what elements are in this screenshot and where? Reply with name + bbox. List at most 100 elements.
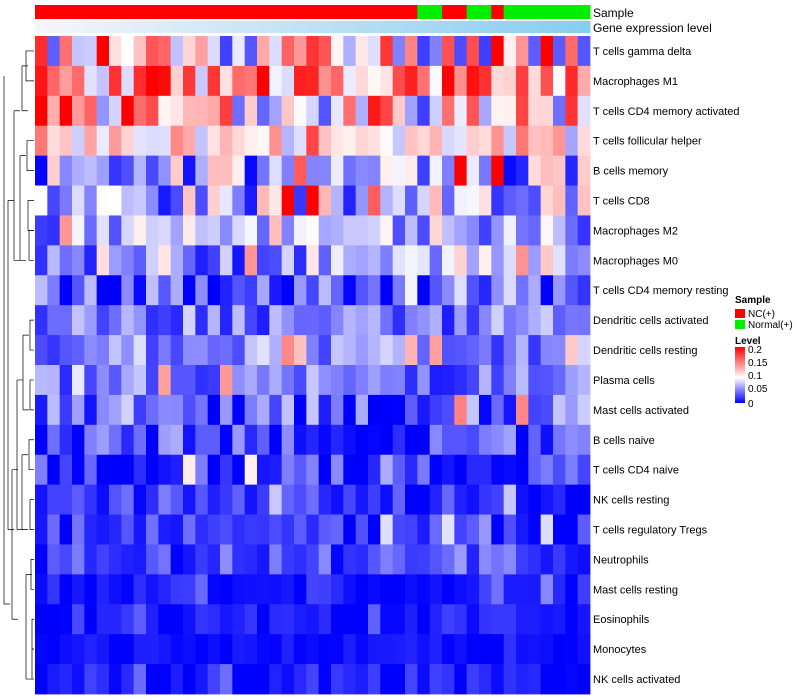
dendrogram-link [8, 200, 14, 530]
heatmap-cell [183, 245, 196, 276]
heatmap-cell [528, 544, 542, 575]
heatmap-cell [540, 125, 554, 157]
heatmap-cell [35, 305, 48, 336]
heatmap-cell [491, 215, 505, 246]
heatmap-cell [294, 125, 307, 157]
heatmap-cell [392, 125, 406, 157]
sample-annotation-track [35, 5, 591, 19]
heatmap-cell [355, 335, 369, 366]
heatmap-cell [479, 125, 492, 157]
heatmap-cell [392, 634, 406, 665]
heatmap-cell [72, 634, 85, 665]
heatmap-cell [429, 544, 443, 575]
heatmap-cell [355, 245, 369, 276]
heatmap-cell [183, 125, 196, 157]
sample-cell-41 [540, 5, 554, 19]
heatmap-cell [577, 544, 591, 575]
heatmap-cell [503, 484, 517, 515]
heatmap-cell [47, 365, 61, 396]
heatmap-cell [35, 394, 48, 426]
heatmap-cell [47, 305, 61, 336]
heatmap-cell [96, 275, 110, 306]
heatmap-cell [429, 275, 443, 306]
level-track-cell-23 [318, 21, 332, 33]
heatmap-cell [158, 36, 172, 67]
sample-cell-34 [454, 5, 468, 19]
heatmap-cell [454, 36, 468, 67]
heatmap-cell [59, 95, 73, 127]
heatmap-cell [454, 544, 468, 575]
sample-cell-11 [170, 5, 184, 19]
heatmap-cell [466, 36, 480, 67]
heatmap-cell [343, 484, 357, 515]
heatmap-cell [466, 604, 480, 635]
level-track-cell-13 [195, 21, 209, 33]
heatmap-cell [392, 664, 406, 695]
heatmap-cell [405, 484, 418, 515]
heatmap-cell [380, 454, 394, 486]
heatmap-cell [170, 275, 184, 306]
heatmap-cell [466, 245, 480, 276]
heatmap-cell [96, 65, 110, 97]
dendrogram-link [28, 439, 34, 471]
heatmap-cell [121, 574, 135, 605]
dendrogram-link [12, 469, 18, 620]
heatmap-cell [281, 424, 295, 456]
heatmap-cell [220, 365, 233, 396]
heatmap-cell [429, 454, 443, 486]
heatmap-cell [491, 544, 505, 575]
heatmap-cell [343, 275, 357, 306]
heatmap-cell [454, 215, 468, 246]
heatmap-cell [183, 215, 196, 246]
heatmap-cell [121, 424, 135, 456]
heatmap-cell [355, 36, 369, 67]
heatmap-cell [269, 125, 283, 157]
heatmap-cell [220, 484, 233, 515]
heatmap-cell [294, 185, 307, 216]
heatmap-cell [491, 454, 505, 486]
heatmap-cell [355, 275, 369, 306]
heatmap-cell [331, 275, 344, 306]
heatmap-cell [133, 36, 147, 67]
heatmap-cell [96, 424, 110, 456]
heatmap-cell [281, 514, 295, 545]
heatmap-cell [294, 365, 307, 396]
heatmap-cell [318, 215, 332, 246]
heatmap-cell [331, 125, 344, 157]
heatmap-cell [306, 574, 320, 605]
heatmap-cell [516, 365, 529, 396]
heatmap-cell [528, 574, 542, 605]
heatmap-cell [220, 514, 233, 545]
heatmap-cell [269, 664, 283, 695]
sample-cell-5 [96, 5, 110, 19]
heatmap-cell [577, 664, 591, 695]
heatmap-cell [146, 394, 159, 426]
sample-cell-36 [479, 5, 492, 19]
sample-cell-31 [417, 5, 431, 19]
heatmap-cell [405, 95, 418, 127]
heatmap-cell [72, 484, 85, 515]
heatmap-cell [491, 424, 505, 456]
heatmap-cell [516, 514, 529, 545]
heatmap-cell [269, 634, 283, 665]
heatmap-cell [84, 65, 98, 97]
heatmap-cell [405, 65, 418, 97]
sample-legend: Sample NC(+) Normal(+) [735, 295, 793, 331]
heatmap-cell [577, 604, 591, 635]
heatmap-cell [540, 514, 554, 545]
heatmap-cell [244, 245, 258, 276]
heatmap-cell [565, 95, 579, 127]
heatmap-cell [220, 664, 233, 695]
heatmap-cell [158, 95, 172, 127]
heatmap-cell [170, 65, 184, 97]
dendrogram-link [26, 140, 34, 171]
heatmap-cell [491, 245, 505, 276]
heatmap-cell [454, 634, 468, 665]
sample-cell-42 [553, 5, 566, 19]
heatmap-cell [318, 604, 332, 635]
heatmap-cell [121, 215, 135, 246]
heatmap-cell [516, 36, 529, 67]
heatmap-cell [281, 215, 295, 246]
heatmap-cell [429, 155, 443, 186]
heatmap-cell [207, 514, 221, 545]
